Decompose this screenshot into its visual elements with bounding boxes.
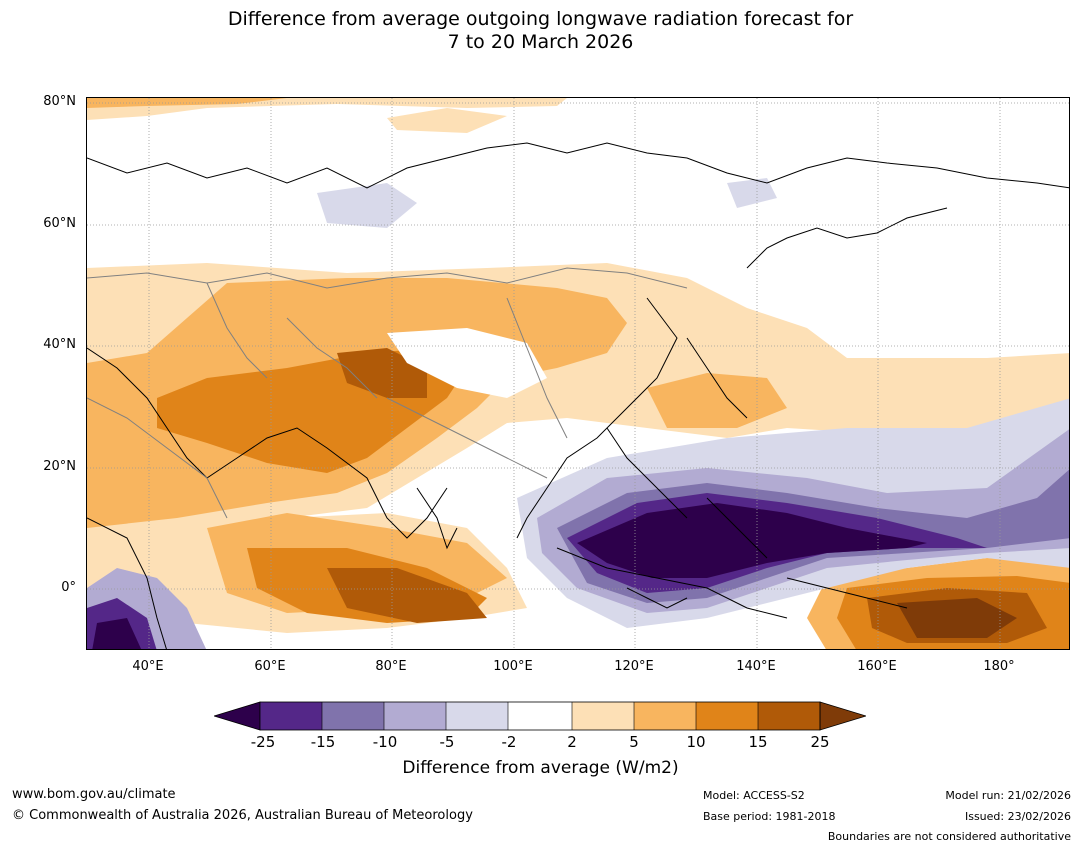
colorbar-tick-neg5: -5 [439, 733, 455, 751]
lon-label-40e: 40°E [132, 659, 164, 674]
colorbar-tick-neg2: -2 [501, 733, 517, 751]
anomaly-region-indian-ocean-brown [327, 568, 487, 623]
footer-base-period: Base period: 1981-2018 [703, 810, 836, 823]
olr-anomaly-map [86, 97, 1070, 650]
lon-label-180: 180° [983, 659, 1015, 674]
colorbar-bin-neg-25-15 [260, 702, 322, 730]
colorbar-tick-10: 10 [686, 733, 706, 751]
anomaly-region-tibet-brown [337, 348, 427, 398]
anomaly-region-maritime-neg-25 [577, 503, 927, 578]
colorbar-dividers [321, 702, 759, 730]
anomaly-region-japan-orange [647, 373, 787, 428]
colorbar-bin-neg-5-2 [446, 702, 508, 730]
map-coastlines [87, 142, 1069, 649]
colorbar-low-extension [214, 701, 261, 731]
colorbar-label: Difference from average (W/m2) [402, 758, 679, 778]
lon-label-60e: 60°E [254, 659, 286, 674]
colorbar [214, 701, 866, 731]
footer-model: Model: ACCESS-S2 [703, 789, 805, 802]
footer-disclaimer: Boundaries are not considered authoritat… [827, 830, 1071, 843]
colorbar-tick-neg15: -15 [310, 733, 336, 751]
colorbar-bin-neg-10-5 [384, 702, 446, 730]
footer-website[interactable]: www.bom.gov.au/climate [12, 787, 176, 802]
colorbar-bin-neg-15-10 [322, 702, 384, 730]
footer-model-run: Model run: 21/02/2026 [945, 789, 1071, 802]
colorbar-tick-2: 2 [567, 733, 577, 751]
anomaly-region-barents [387, 108, 507, 133]
title-line-2: 7 to 20 March 2026 [447, 31, 634, 53]
lon-label-80e: 80°E [375, 659, 407, 674]
title-line-1: Difference from average outgoing longwav… [227, 8, 854, 30]
lat-label-0: 0° [61, 580, 76, 595]
colorbar-tick-15: 15 [748, 733, 768, 751]
colorbar-bin-5-10 [634, 702, 696, 730]
colorbar-bin-15-25 [758, 702, 820, 730]
anomaly-region-china-neutral [387, 328, 547, 398]
colorbar-bin-10-15 [696, 702, 758, 730]
colorbar-tick-5: 5 [629, 733, 639, 751]
colorbar-high-extension [819, 701, 866, 731]
lon-label-120e: 120°E [614, 659, 654, 674]
colorbar-tick-25: 25 [810, 733, 830, 751]
lat-label-40n: 40°N [43, 337, 76, 352]
colorbar-outline [259, 701, 821, 731]
footer-issued: Issued: 23/02/2026 [964, 810, 1071, 823]
lat-label-20n: 20°N [43, 459, 76, 474]
colorbar-bin-2-5 [572, 702, 634, 730]
anomaly-region-east-siberia-neg [727, 178, 777, 208]
colorbar-tick-neg10: -10 [372, 733, 398, 751]
lon-label-140e: 140°E [736, 659, 776, 674]
footer-copyright: © Commonwealth of Australia 2026, Austra… [12, 808, 473, 823]
map-borders [87, 267, 688, 519]
chart-title: Difference from average outgoing longwav… [0, 8, 1081, 54]
colorbar-tick-neg25: -25 [250, 733, 276, 751]
anomaly-region-pacific-dark-brown [897, 598, 1017, 638]
lat-label-60n: 60°N [43, 216, 76, 231]
lon-label-160e: 160°E [857, 659, 897, 674]
lon-label-100e: 100°E [493, 659, 533, 674]
anomaly-region-africa-neg-strongest [92, 618, 142, 649]
map-canvas [87, 98, 1069, 649]
lat-label-80n: 80°N [43, 94, 76, 109]
anomaly-region-arctic-orange [87, 98, 287, 108]
colorbar-bin-neutral [508, 702, 572, 730]
map-gridlines [87, 98, 1069, 649]
